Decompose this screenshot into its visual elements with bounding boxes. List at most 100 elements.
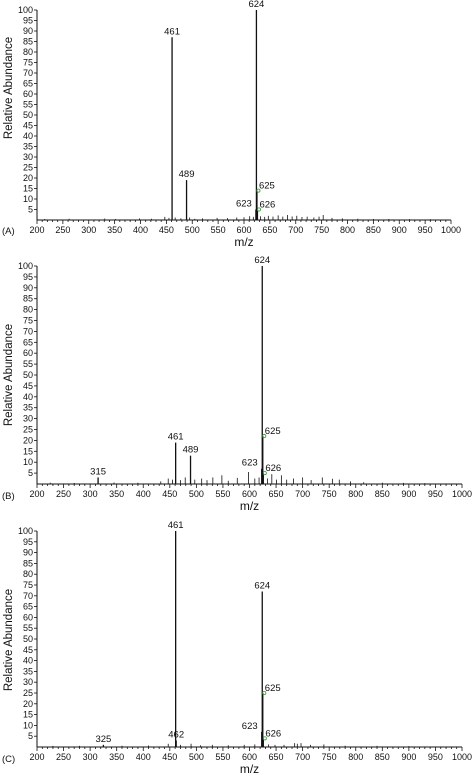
- x-tick-label: 950: [418, 225, 433, 235]
- x-tick-label: 800: [348, 489, 363, 499]
- y-tick-label: 20: [23, 435, 33, 445]
- peak-label-461: 461: [168, 432, 184, 443]
- y-tick-label: 90: [23, 548, 33, 558]
- x-tick-label: 750: [322, 752, 337, 762]
- x-tick-label: 200: [29, 489, 44, 499]
- y-tick-label: 45: [23, 645, 33, 655]
- y-tick-label: 20: [23, 173, 33, 183]
- y-tick-label: 65: [23, 602, 33, 612]
- peak-label-461: 461: [164, 26, 180, 37]
- y-axis-label: Relative Abundance: [3, 324, 15, 426]
- panel-label: (C): [2, 754, 15, 765]
- y-tick-label: 70: [23, 326, 33, 336]
- x-tick-label: 900: [401, 489, 416, 499]
- x-tick-label: 850: [375, 752, 390, 762]
- x-tick-label: 400: [136, 489, 151, 499]
- x-tick-label: 200: [29, 225, 44, 235]
- y-tick-label: 40: [23, 392, 33, 402]
- x-tick-label: 650: [262, 225, 277, 235]
- y-tick-label: 70: [23, 591, 33, 601]
- x-tick-label: 300: [83, 489, 98, 499]
- peak-label-626: 626: [265, 463, 281, 474]
- x-tick-label: 1000: [452, 489, 472, 499]
- peak-label-625: 625: [265, 683, 281, 694]
- peak-label-325: 325: [95, 734, 111, 745]
- y-tick-label: 75: [23, 580, 33, 590]
- y-tick-label: 55: [23, 359, 33, 369]
- peak-label-624: 624: [248, 0, 264, 10]
- peak-marker-626: [256, 207, 261, 212]
- y-tick-label: 35: [23, 666, 33, 676]
- x-tick-label: 700: [295, 752, 310, 762]
- x-tick-label: 900: [392, 225, 407, 235]
- x-tick-label: 850: [375, 489, 390, 499]
- y-tick-label: 30: [23, 414, 33, 424]
- y-tick-label: 60: [23, 89, 33, 99]
- y-tick-label: 15: [23, 184, 33, 194]
- y-tick-label: 80: [23, 569, 33, 579]
- y-tick-label: 85: [23, 558, 33, 568]
- x-tick-label: 450: [162, 752, 177, 762]
- y-tick-label: 40: [23, 131, 33, 141]
- x-tick-label: 900: [401, 752, 416, 762]
- y-tick-label: 85: [23, 37, 33, 47]
- x-axis-label: m/z: [234, 235, 253, 249]
- y-tick-label: 65: [23, 337, 33, 347]
- y-tick-label: 5: [28, 468, 33, 478]
- x-tick-label: 250: [55, 225, 70, 235]
- x-tick-label: 200: [29, 752, 44, 762]
- peak-label-489: 489: [183, 445, 199, 456]
- x-tick-label: 550: [211, 225, 226, 235]
- peak-label-625: 625: [259, 181, 275, 192]
- peak-label-623: 623: [236, 199, 252, 210]
- y-tick-label: 80: [23, 47, 33, 57]
- x-tick-label: 650: [269, 489, 284, 499]
- y-tick-label: 85: [23, 294, 33, 304]
- x-tick-label: 950: [428, 752, 443, 762]
- y-tick-label: 5: [28, 205, 33, 215]
- spectrum-panel-3: 200 250 300 350 400 450 500 550 600 650 700 750 800 8…: [2, 520, 472, 776]
- y-axis-label: Relative Abundance: [3, 37, 15, 139]
- y-tick-label: 55: [23, 623, 33, 633]
- peak-label-489: 489: [179, 169, 195, 180]
- x-tick-label: 450: [162, 489, 177, 499]
- x-tick-label: 350: [109, 489, 124, 499]
- x-tick-label: 250: [56, 752, 71, 762]
- peak-label-315: 315: [90, 466, 106, 477]
- y-tick-label: 50: [23, 634, 33, 644]
- y-tick-label: 50: [23, 110, 33, 120]
- x-tick-label: 700: [288, 225, 303, 235]
- peak-label-626: 626: [259, 200, 275, 211]
- peak-label-624: 624: [254, 580, 270, 591]
- x-tick-label: 750: [314, 225, 329, 235]
- x-tick-label: 400: [133, 225, 148, 235]
- x-tick-label: 600: [236, 225, 251, 235]
- x-tick-label: 400: [136, 752, 151, 762]
- peak-marker-625: [262, 434, 267, 439]
- y-tick-label: 25: [23, 688, 33, 698]
- x-tick-label: 950: [428, 489, 443, 499]
- x-tick-label: 600: [242, 489, 257, 499]
- x-axis-label: m/z: [240, 499, 259, 513]
- panel-label: (A): [2, 226, 15, 237]
- y-tick-label: 90: [23, 283, 33, 293]
- x-tick-label: 300: [81, 225, 96, 235]
- panel-label: (B): [2, 491, 15, 502]
- x-tick-label: 300: [83, 752, 98, 762]
- x-tick-label: 800: [348, 752, 363, 762]
- peak-label-461: 461: [168, 520, 184, 531]
- y-tick-label: 5: [28, 731, 33, 741]
- y-tick-label: 10: [23, 720, 33, 730]
- y-tick-label: 95: [23, 537, 33, 547]
- x-tick-label: 800: [340, 225, 355, 235]
- peak-marker-625: [262, 691, 267, 696]
- y-tick-label: 15: [23, 710, 33, 720]
- y-tick-label: 10: [23, 194, 33, 204]
- y-tick-label: 10: [23, 457, 33, 467]
- y-tick-label: 50: [23, 370, 33, 380]
- y-tick-label: 95: [23, 16, 33, 26]
- x-tick-label: 350: [109, 752, 124, 762]
- x-tick-label: 1000: [452, 752, 472, 762]
- y-tick-label: 65: [23, 79, 33, 89]
